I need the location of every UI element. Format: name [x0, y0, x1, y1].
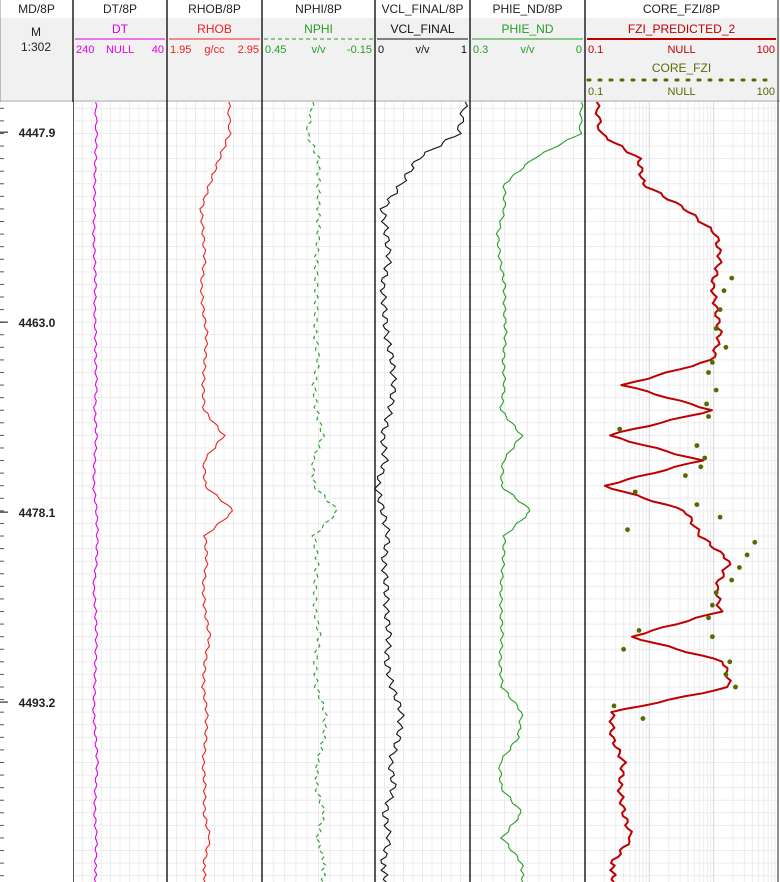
core-fzi-point [706, 414, 711, 419]
curve2-name-label: CORE_FZI [652, 61, 711, 75]
depth-track: 4447.9 4463.0 4478.1 4493.2 [0, 102, 73, 882]
curve-name-label: RHOB [197, 22, 232, 36]
core-fzi-point [710, 360, 715, 365]
header-area: MD/8P DT/8P RHOB/8P NPHI/8P VCL_FINAL/8P PHIE… [0, 0, 780, 102]
scale-min-label: 0 [378, 44, 384, 56]
scale-unit-label: NULL [667, 44, 695, 56]
core-fzi-point [752, 539, 758, 545]
core-fzi-point [723, 672, 729, 677]
scale-min-label: 1.95 [170, 44, 191, 56]
core-fzi-point [733, 684, 738, 690]
curve-rhob [199, 101, 233, 882]
scale2-max-label: 100 [757, 86, 775, 98]
depth-track-background [0, 102, 73, 882]
core-fzi-point [710, 634, 715, 640]
core-fzi-point [698, 464, 704, 470]
track-header-title: NPHI/8P [295, 2, 342, 16]
core-fzi-point [744, 552, 750, 558]
core-fzi-point [706, 370, 711, 375]
scale-unit-label: v/v [520, 44, 535, 56]
track-header-title: PHIE_ND/8P [492, 2, 562, 16]
curve-name-label: VCL_FINAL [390, 22, 454, 36]
curve-name-label: FZI_PREDICTED_2 [628, 22, 736, 36]
curve-phie_nd [495, 101, 584, 882]
core-fzi-point [706, 615, 711, 621]
scale2-min-label: 0.1 [588, 86, 603, 98]
core-fzi-point [717, 307, 723, 312]
scale-min-label: 0.3 [473, 44, 488, 56]
core-fzi-point [717, 514, 723, 520]
depth-label: 4463.0 [19, 316, 56, 330]
core-fzi-point [713, 387, 719, 393]
depth-unit-label: M [31, 25, 41, 39]
scale-min-label: 0.45 [265, 44, 286, 56]
scale-max-label: 2.95 [238, 44, 259, 56]
curve-name-label: NPHI [304, 22, 333, 36]
core-fzi-point [694, 443, 700, 448]
core-fzi-point [710, 602, 715, 608]
depth-label: 4493.2 [19, 696, 56, 710]
core-fzi-point [729, 275, 735, 281]
core-fzi-point [611, 703, 617, 709]
track-header-title: MD/8P [18, 2, 55, 16]
track-header-title: DT/8P [103, 2, 137, 16]
curve-nphi [306, 101, 337, 882]
core-fzi-point [702, 455, 708, 461]
core-fzi-point [713, 326, 719, 331]
scale-max-label: 100 [757, 44, 775, 56]
curve-vcl_final [374, 101, 468, 882]
core-fzi-point [727, 659, 733, 665]
core-fzi-point [729, 577, 735, 583]
track-header-title: CORE_FZI/8P [643, 2, 720, 16]
core-fzi-point [632, 489, 638, 495]
core-fzi-point [723, 344, 729, 350]
depth-scale-label: 1:302 [21, 40, 51, 54]
scale-unit-label: g/cc [204, 44, 225, 56]
header-separator [0, 100, 780, 102]
scale-max-label: -0.15 [347, 44, 372, 56]
core-fzi-point [640, 716, 646, 721]
curve-fzi_predicted_2 [594, 101, 732, 882]
core-fzi-point [625, 527, 630, 533]
core-fzi-point [617, 426, 623, 432]
curve-name-label: DT [112, 22, 129, 36]
core-fzi-point [704, 401, 709, 407]
curve-dt [92, 101, 100, 882]
curve-name-label: PHIE_ND [501, 22, 553, 36]
core-fzi-point [694, 502, 700, 507]
scale-min-label: 0.1 [588, 44, 603, 56]
core-fzi-point [621, 646, 626, 652]
core-fzi-point [713, 590, 719, 595]
depth-label: 4478.1 [19, 506, 56, 520]
core-fzi-point [636, 628, 642, 633]
scale-unit-label: NULL [106, 44, 134, 56]
scale-max-label: 0 [576, 44, 582, 56]
core-fzi-point [683, 473, 688, 478]
depth-label: 4447.9 [19, 126, 56, 140]
scale-unit-label: v/v [415, 44, 430, 56]
core-fzi-point [721, 288, 727, 294]
curve-area [92, 101, 758, 882]
core-fzi-point [737, 565, 742, 570]
scale-unit-label: v/v [311, 44, 326, 56]
scale-max-label: 40 [152, 44, 164, 56]
track-header-title: VCL_FINAL/8P [381, 2, 463, 16]
track-header-title: RHOB/8P [188, 2, 241, 16]
scale2-unit-label: NULL [667, 86, 695, 98]
scale-max-label: 1 [461, 44, 467, 56]
scale-min-label: 240 [76, 44, 94, 56]
